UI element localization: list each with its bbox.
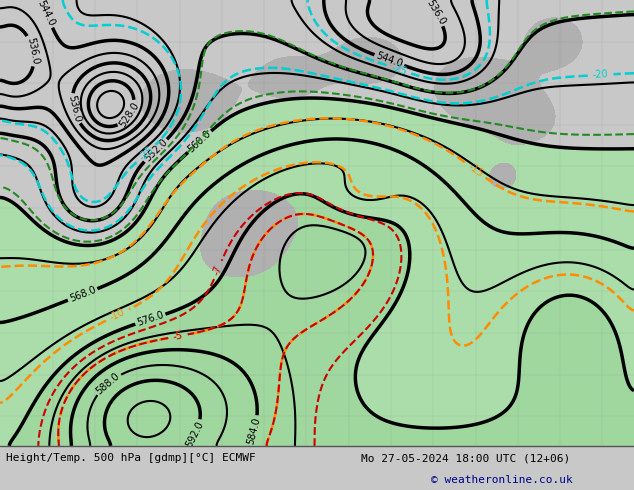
Text: © weatheronline.co.uk: © weatheronline.co.uk: [431, 475, 573, 485]
Text: 536.0: 536.0: [25, 36, 41, 65]
Text: 588.0: 588.0: [94, 370, 122, 396]
Text: 560.0: 560.0: [186, 129, 213, 155]
Text: 536.0: 536.0: [66, 94, 82, 123]
Text: -20: -20: [592, 70, 609, 80]
Text: Mo 27-05-2024 18:00 UTC (12+06): Mo 27-05-2024 18:00 UTC (12+06): [361, 453, 571, 463]
Text: -15: -15: [466, 161, 484, 179]
Text: 544.0: 544.0: [36, 0, 56, 28]
Text: -25: -25: [137, 145, 155, 163]
Text: -10: -10: [108, 307, 127, 323]
Text: 552.0: 552.0: [142, 137, 169, 164]
Text: 544.0: 544.0: [375, 51, 404, 70]
Text: 584.0: 584.0: [246, 416, 262, 445]
Text: 536.0: 536.0: [424, 0, 447, 27]
Text: 568.0: 568.0: [68, 285, 97, 304]
Text: 528.0: 528.0: [118, 100, 141, 129]
Text: -5: -5: [172, 330, 184, 342]
Text: Height/Temp. 500 hPa [gdmp][°C] ECMWF: Height/Temp. 500 hPa [gdmp][°C] ECMWF: [6, 453, 256, 463]
Text: -5: -5: [172, 330, 184, 342]
Text: 576.0: 576.0: [136, 310, 165, 328]
Text: -25: -25: [390, 62, 408, 77]
Text: -7: -7: [211, 264, 224, 276]
Text: 592.0: 592.0: [184, 419, 205, 449]
